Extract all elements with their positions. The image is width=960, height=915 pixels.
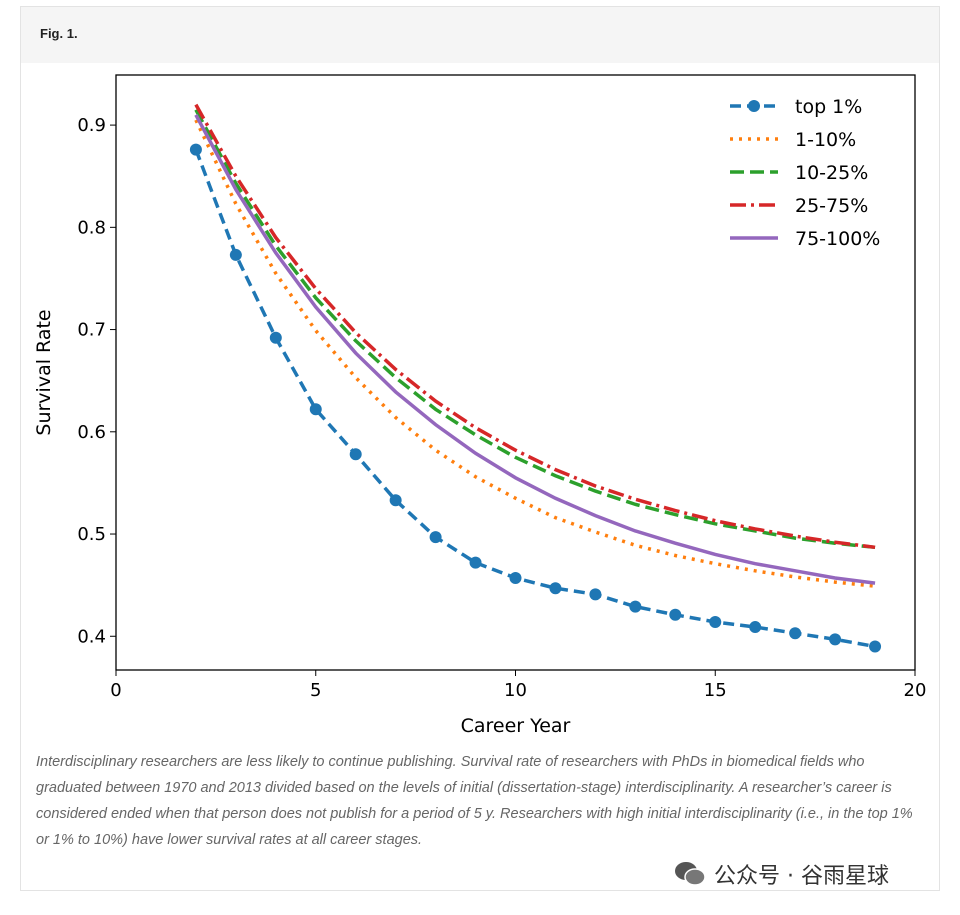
x-tick-label: 0 (110, 680, 121, 701)
data-point (869, 640, 882, 653)
legend-label: 10-25% (795, 162, 868, 184)
legend-label: 25-75% (795, 195, 868, 217)
series-line-1-10pct (194, 119, 876, 588)
x-tick-label: 20 (904, 680, 927, 701)
data-point (349, 448, 362, 461)
data-point (429, 531, 442, 544)
legend-label: top 1% (795, 96, 862, 118)
legend-label: 1-10% (795, 129, 856, 151)
series-line-75-100pct (194, 114, 876, 585)
data-point (229, 248, 242, 261)
figure-label: Fig. 1. (40, 26, 78, 41)
data-point (589, 588, 602, 601)
data-point (469, 556, 482, 569)
y-axis-label: Survival Rate (33, 309, 55, 435)
data-point (669, 608, 682, 621)
data-point (629, 600, 642, 613)
y-tick-label: 0.6 (77, 422, 106, 443)
data-point (749, 621, 762, 634)
watermark-text: 公众号 · 谷雨星球 (714, 864, 889, 889)
series-line-25-75pct (194, 103, 876, 550)
figure-card: Fig. 1. (20, 6, 940, 891)
data-point (509, 571, 522, 584)
x-tick-label: 5 (310, 680, 321, 701)
x-axis-label: Career Year (461, 715, 571, 737)
data-point (549, 582, 562, 595)
wechat-icon (675, 862, 706, 886)
y-tick-label: 0.8 (77, 217, 106, 238)
y-tick-label: 0.4 (77, 626, 106, 647)
x-tick-label: 10 (504, 680, 527, 701)
data-point (189, 143, 202, 156)
data-point (389, 494, 402, 507)
watermark: 公众号 · 谷雨星球 (672, 858, 889, 890)
data-point (829, 633, 842, 646)
figure-header: Fig. 1. (21, 7, 939, 63)
series-line-10-25pct (194, 108, 876, 550)
y-tick-label: 0.9 (77, 115, 106, 136)
x-tick-label: 15 (704, 680, 727, 701)
data-point (269, 331, 282, 344)
y-tick-label: 0.7 (77, 320, 106, 341)
y-tick-label: 0.5 (77, 524, 106, 545)
data-point (709, 615, 722, 628)
figure-caption: Interdisciplinary researchers are less l… (36, 754, 913, 848)
data-point (309, 403, 322, 416)
series-line-top 1pct (194, 149, 876, 649)
data-point (789, 627, 802, 640)
legend-marker (748, 100, 760, 112)
legend-label: 75-100% (795, 228, 880, 250)
